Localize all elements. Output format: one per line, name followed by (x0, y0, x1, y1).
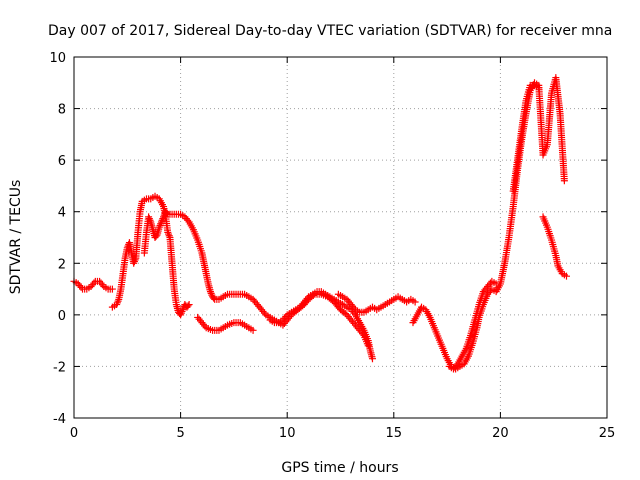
y-axis-label: SDTVAR / TECUs (8, 180, 24, 295)
y-tick-label: -4 (53, 412, 66, 427)
data-point (164, 228, 172, 236)
data-marks (70, 74, 570, 373)
data-point (492, 280, 500, 288)
data-point (260, 309, 268, 317)
data-point (114, 297, 122, 305)
data-point (179, 306, 187, 314)
data-point (156, 221, 164, 229)
data-point (411, 298, 419, 306)
data-point (165, 232, 173, 240)
data-point (184, 302, 192, 310)
axis-ticks: 0 5 10 15 20 25 -4 -2 0 2 4 6 8 10 (49, 51, 615, 441)
data-point (177, 309, 185, 317)
data-point (160, 213, 168, 221)
y-tick-label: 10 (49, 51, 66, 66)
data-point (364, 342, 372, 350)
data-point (98, 281, 106, 289)
data-point (560, 177, 568, 185)
y-tick-label: 8 (58, 103, 66, 118)
x-axis-label: GPS time / hours (281, 460, 398, 476)
data-point (130, 259, 138, 267)
x-tick-label: 20 (492, 426, 509, 441)
data-point (341, 310, 349, 318)
data-point (177, 311, 185, 319)
data-point (207, 289, 215, 297)
data-point (155, 223, 163, 231)
data-point (90, 279, 98, 287)
data-point (286, 313, 294, 321)
data-point (249, 326, 257, 334)
data-point (113, 299, 121, 307)
data-point (452, 362, 460, 370)
data-point (130, 258, 138, 266)
data-point (145, 215, 153, 223)
data-point (299, 302, 307, 310)
data-point (309, 292, 317, 300)
x-tick-label: 5 (176, 426, 184, 441)
y-tick-label: -2 (53, 360, 66, 375)
data-point (157, 218, 165, 226)
chart-title: Day 007 of 2017, Sidereal Day-to-day VTE… (48, 23, 612, 39)
data-point (562, 272, 570, 280)
data-point (184, 216, 192, 224)
x-tick-label: 25 (599, 426, 616, 441)
data-point (159, 215, 167, 223)
data-point (303, 297, 311, 305)
data-point (77, 283, 85, 291)
data-point (163, 209, 171, 217)
data-point (350, 304, 358, 312)
plot-frame (73, 56, 608, 419)
data-point (368, 355, 376, 363)
data-point (158, 216, 166, 224)
x-tick-label: 0 (70, 426, 78, 441)
data-point (165, 230, 173, 238)
data-point (131, 256, 139, 264)
data-point (185, 301, 193, 309)
data-point (210, 294, 218, 302)
x-tick-label: 15 (386, 426, 403, 441)
x-tick-label: 10 (279, 426, 296, 441)
data-point (145, 213, 153, 221)
data-point (152, 232, 160, 240)
data-point (113, 301, 121, 309)
data-point (359, 330, 367, 338)
y-tick-label: 6 (58, 154, 66, 169)
data-point (108, 285, 116, 293)
data-point (201, 322, 209, 330)
data-point (206, 288, 214, 296)
y-tick-label: 0 (58, 309, 66, 324)
data-point (178, 307, 186, 315)
data-point (157, 220, 165, 228)
y-tick-label: 4 (58, 206, 66, 221)
data-point (535, 84, 543, 92)
y-tick-label: 2 (58, 257, 66, 272)
data-point (146, 216, 154, 224)
